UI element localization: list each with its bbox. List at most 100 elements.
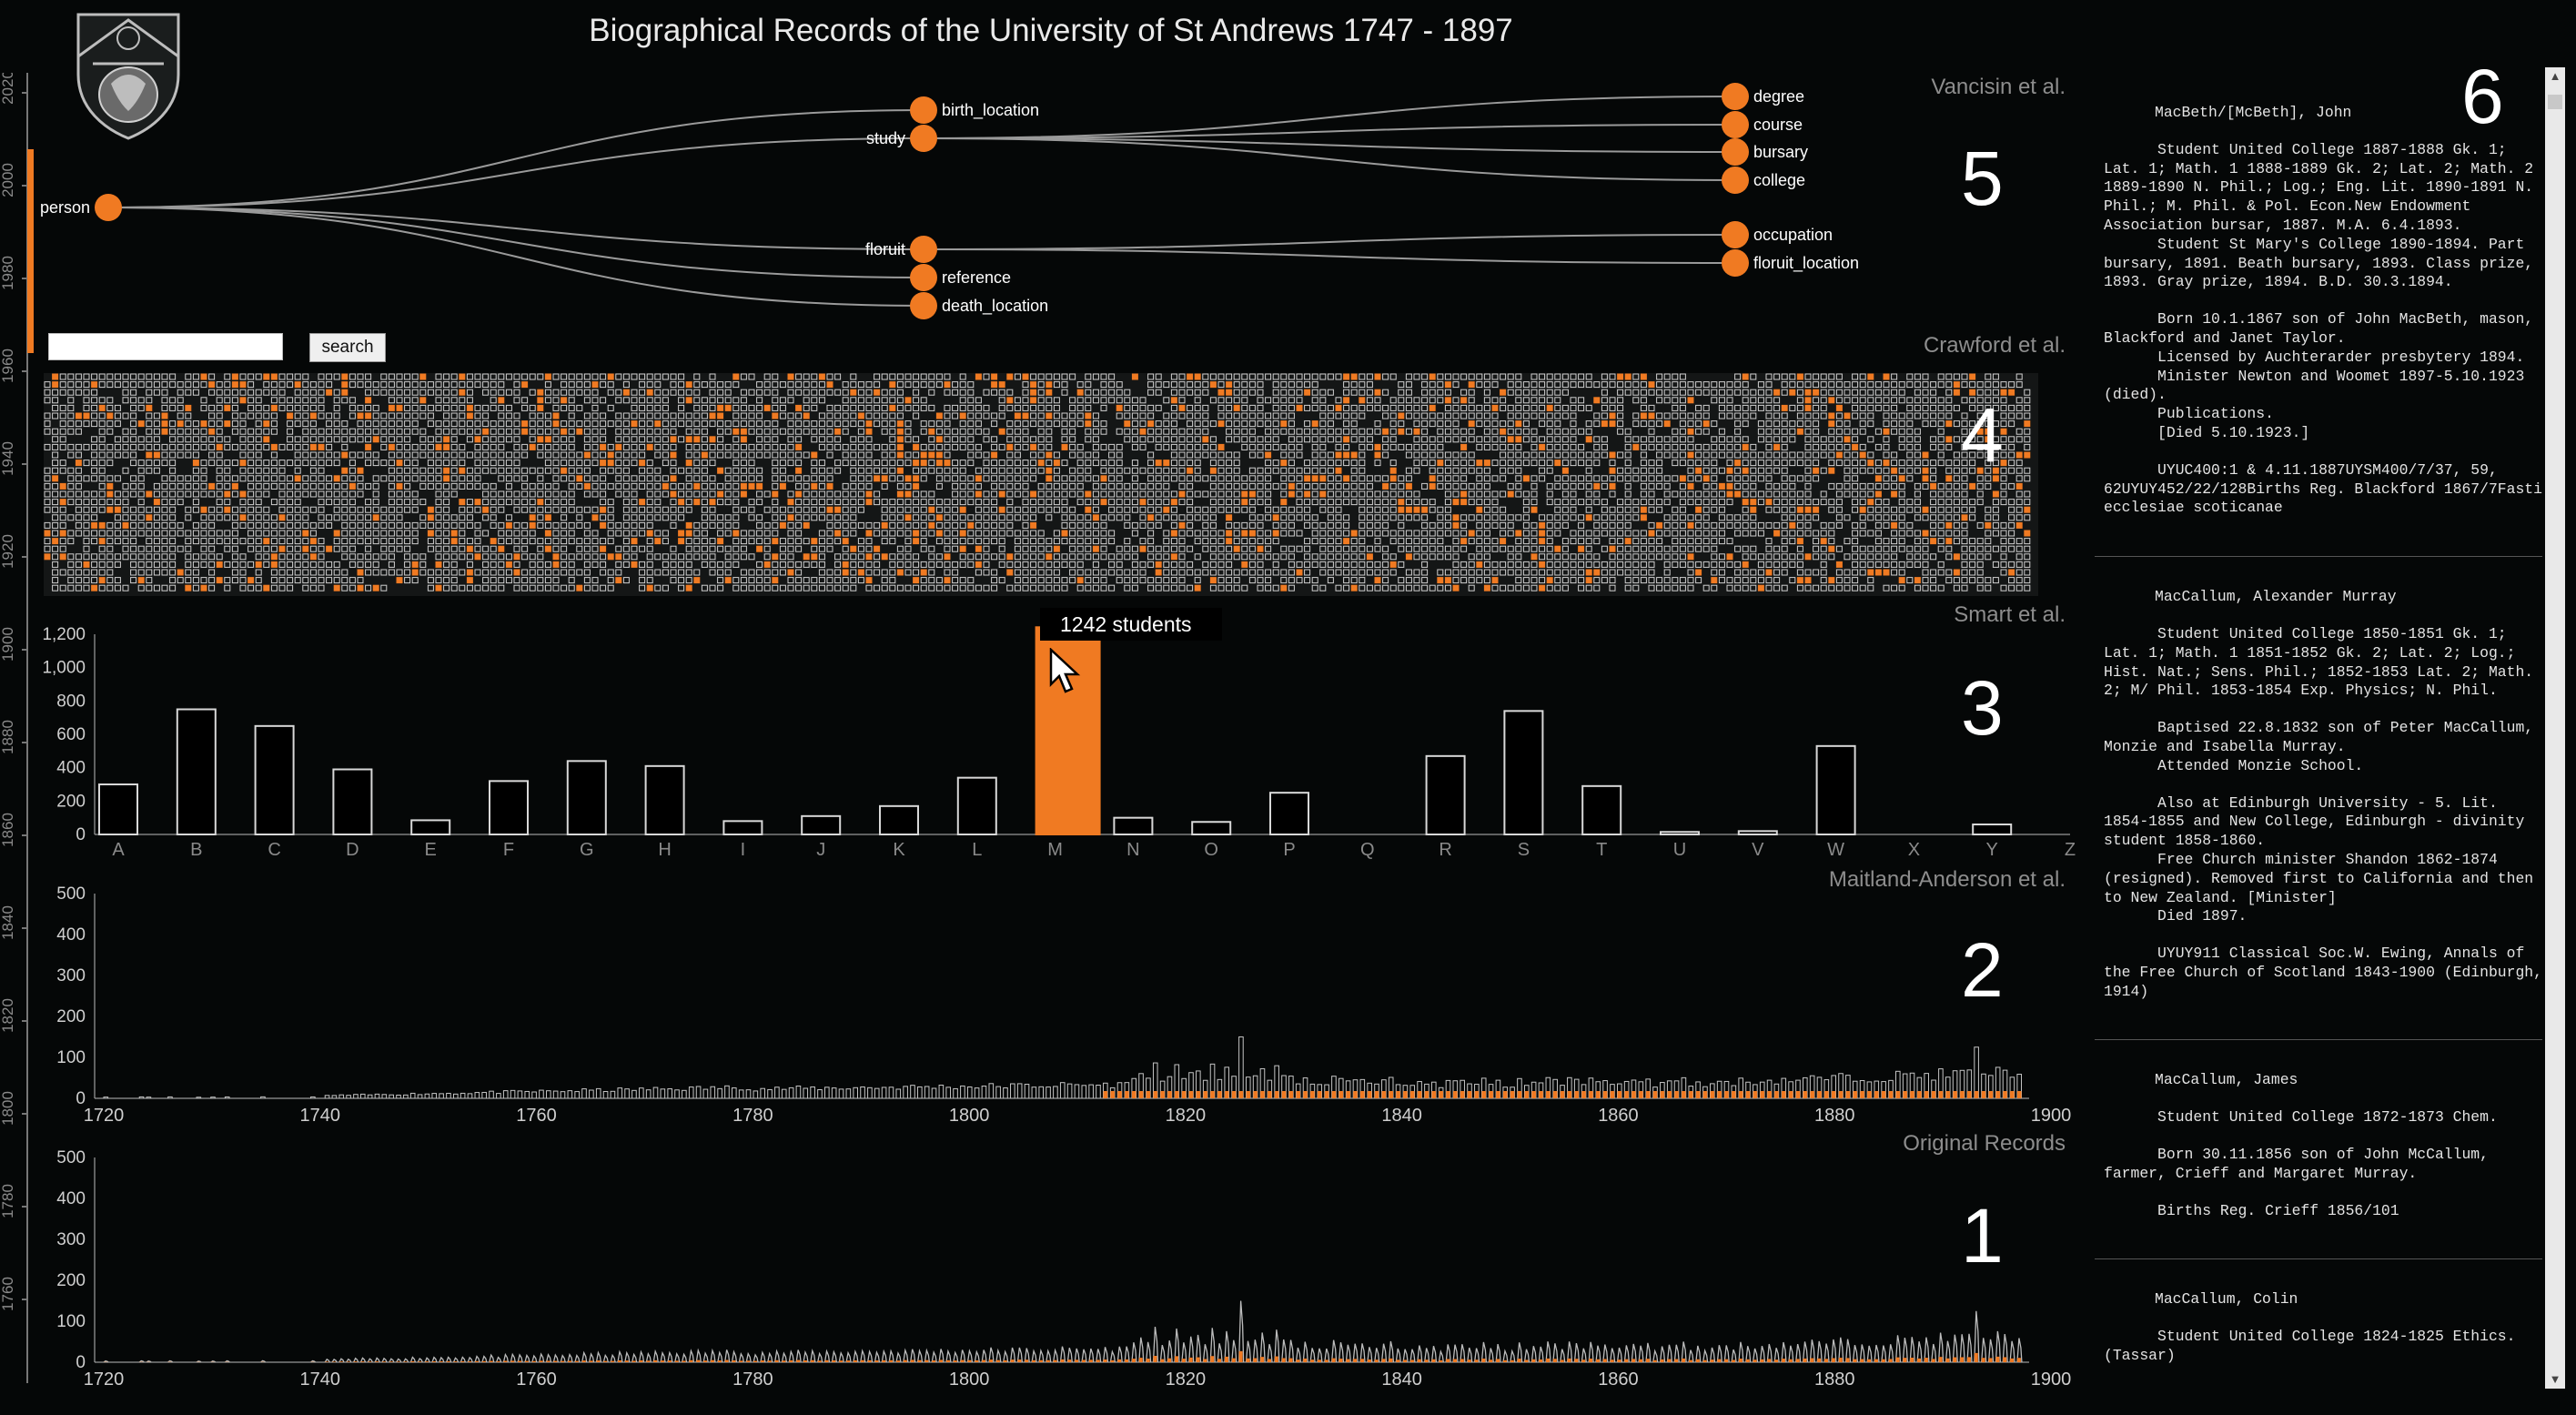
record-cell[interactable] bbox=[208, 451, 216, 459]
record-cell[interactable] bbox=[1507, 482, 1514, 490]
record-cell[interactable] bbox=[803, 506, 810, 513]
record-cell[interactable] bbox=[826, 389, 833, 396]
record-cell[interactable] bbox=[818, 436, 825, 443]
record-cell[interactable] bbox=[1022, 443, 1029, 450]
record-cell[interactable] bbox=[1491, 373, 1499, 380]
record-cell[interactable] bbox=[114, 404, 121, 411]
record-cell[interactable] bbox=[396, 490, 403, 498]
record-cell[interactable] bbox=[600, 373, 607, 380]
record-cell[interactable] bbox=[2000, 545, 2007, 552]
record-cell[interactable] bbox=[1539, 420, 1546, 428]
record-cell[interactable] bbox=[1061, 420, 1068, 428]
record-cell[interactable] bbox=[952, 428, 959, 435]
record-cell[interactable] bbox=[874, 490, 881, 498]
record-cell[interactable] bbox=[1898, 514, 1905, 521]
record-cell[interactable] bbox=[1076, 521, 1084, 529]
record-cell[interactable] bbox=[1976, 521, 1984, 529]
record-cell[interactable] bbox=[153, 389, 160, 396]
record-cell[interactable] bbox=[1522, 428, 1530, 435]
record-cell[interactable] bbox=[1515, 467, 1522, 474]
record-cell[interactable] bbox=[1288, 460, 1295, 467]
record-cell[interactable] bbox=[576, 506, 583, 513]
record-cell[interactable] bbox=[639, 530, 646, 537]
record-cell[interactable] bbox=[881, 420, 888, 428]
record-cell[interactable] bbox=[177, 397, 184, 404]
record-cell[interactable] bbox=[365, 373, 372, 380]
record-cell[interactable] bbox=[435, 467, 442, 474]
record-cell[interactable] bbox=[1554, 482, 1561, 490]
record-cell[interactable] bbox=[302, 460, 309, 467]
record-cell[interactable] bbox=[114, 514, 121, 521]
record-cell[interactable] bbox=[1874, 397, 1882, 404]
record-cell[interactable] bbox=[435, 420, 442, 428]
record-cell[interactable] bbox=[1217, 443, 1225, 450]
record-cell[interactable] bbox=[1561, 404, 1569, 411]
record-cell[interactable] bbox=[944, 506, 951, 513]
record-cell[interactable] bbox=[1217, 460, 1225, 467]
record-cell[interactable] bbox=[1750, 397, 1757, 404]
record-cell[interactable] bbox=[75, 412, 82, 419]
record-cell[interactable] bbox=[591, 381, 599, 389]
record-cell[interactable] bbox=[450, 420, 458, 428]
record-cell[interactable] bbox=[1891, 389, 1898, 396]
record-cell[interactable] bbox=[1187, 443, 1194, 450]
record-cell[interactable] bbox=[309, 482, 317, 490]
record-cell[interactable] bbox=[1726, 499, 1733, 506]
record-cell[interactable] bbox=[724, 475, 732, 482]
record-cell[interactable] bbox=[1663, 443, 1671, 450]
record-cell[interactable] bbox=[1452, 381, 1460, 389]
record-cell[interactable] bbox=[1288, 451, 1295, 459]
record-cell[interactable] bbox=[2015, 404, 2023, 411]
record-cell[interactable] bbox=[1757, 499, 1764, 506]
record-cell[interactable] bbox=[1226, 545, 1233, 552]
record-cell[interactable] bbox=[365, 514, 372, 521]
record-cell[interactable] bbox=[44, 420, 51, 428]
record-cell[interactable] bbox=[1006, 428, 1014, 435]
record-cell[interactable] bbox=[75, 451, 82, 459]
record-cell[interactable] bbox=[568, 420, 575, 428]
record-cell[interactable] bbox=[1617, 381, 1624, 389]
record-cell[interactable] bbox=[1898, 506, 1905, 513]
record-cell[interactable] bbox=[1476, 460, 1483, 467]
record-cell[interactable] bbox=[568, 397, 575, 404]
record-cell[interactable] bbox=[388, 389, 395, 396]
record-cell[interactable] bbox=[1265, 443, 1272, 450]
record-cell[interactable] bbox=[200, 373, 207, 380]
record-cell[interactable] bbox=[419, 475, 427, 482]
record-cell[interactable] bbox=[200, 420, 207, 428]
record-cell[interactable] bbox=[1593, 475, 1601, 482]
record-cell[interactable] bbox=[1202, 381, 1209, 389]
record-cell[interactable] bbox=[278, 530, 286, 537]
record-cell[interactable] bbox=[1491, 475, 1499, 482]
record-cell[interactable] bbox=[1382, 545, 1389, 552]
record-cell[interactable] bbox=[935, 530, 943, 537]
record-cell[interactable] bbox=[561, 521, 568, 529]
record-cell[interactable] bbox=[1906, 467, 1914, 474]
record-cell[interactable] bbox=[732, 420, 740, 428]
record-cell[interactable] bbox=[263, 538, 270, 545]
record-cell[interactable] bbox=[1006, 530, 1014, 537]
record-cell[interactable] bbox=[834, 460, 842, 467]
record-cell[interactable] bbox=[607, 467, 614, 474]
record-cell[interactable] bbox=[896, 451, 904, 459]
record-cell[interactable] bbox=[1170, 460, 1177, 467]
record-cell[interactable] bbox=[309, 397, 317, 404]
record-cell[interactable] bbox=[1046, 514, 1053, 521]
record-cell[interactable] bbox=[1985, 381, 1992, 389]
record-cell[interactable] bbox=[1867, 420, 1874, 428]
record-cell[interactable] bbox=[1366, 373, 1373, 380]
record-cell[interactable] bbox=[1296, 373, 1303, 380]
record-cell[interactable] bbox=[1389, 443, 1397, 450]
record-cell[interactable] bbox=[1319, 530, 1327, 537]
record-cell[interactable] bbox=[404, 467, 411, 474]
record-cell[interactable] bbox=[622, 490, 630, 498]
record-cell[interactable] bbox=[1781, 443, 1788, 450]
record-cell[interactable] bbox=[177, 436, 184, 443]
record-cell[interactable] bbox=[803, 428, 810, 435]
record-cell[interactable] bbox=[270, 412, 278, 419]
record-cell[interactable] bbox=[1679, 530, 1686, 537]
record-cell[interactable] bbox=[552, 467, 560, 474]
record-cell[interactable] bbox=[1624, 506, 1631, 513]
record-cell[interactable] bbox=[1155, 499, 1162, 506]
record-cell[interactable] bbox=[920, 373, 927, 380]
